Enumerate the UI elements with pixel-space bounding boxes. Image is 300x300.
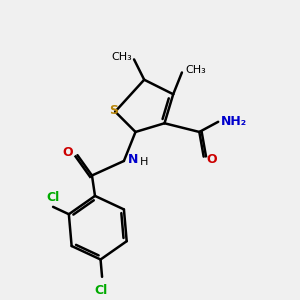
Text: CH₃: CH₃ [112, 52, 133, 61]
Text: H: H [140, 158, 148, 167]
Text: Cl: Cl [94, 284, 107, 297]
Text: CH₃: CH₃ [185, 65, 206, 75]
Text: Cl: Cl [46, 191, 60, 204]
Text: NH₂: NH₂ [221, 115, 247, 128]
Text: S: S [109, 104, 118, 117]
Text: O: O [207, 153, 217, 166]
Text: O: O [62, 146, 73, 159]
Text: N: N [128, 153, 139, 166]
